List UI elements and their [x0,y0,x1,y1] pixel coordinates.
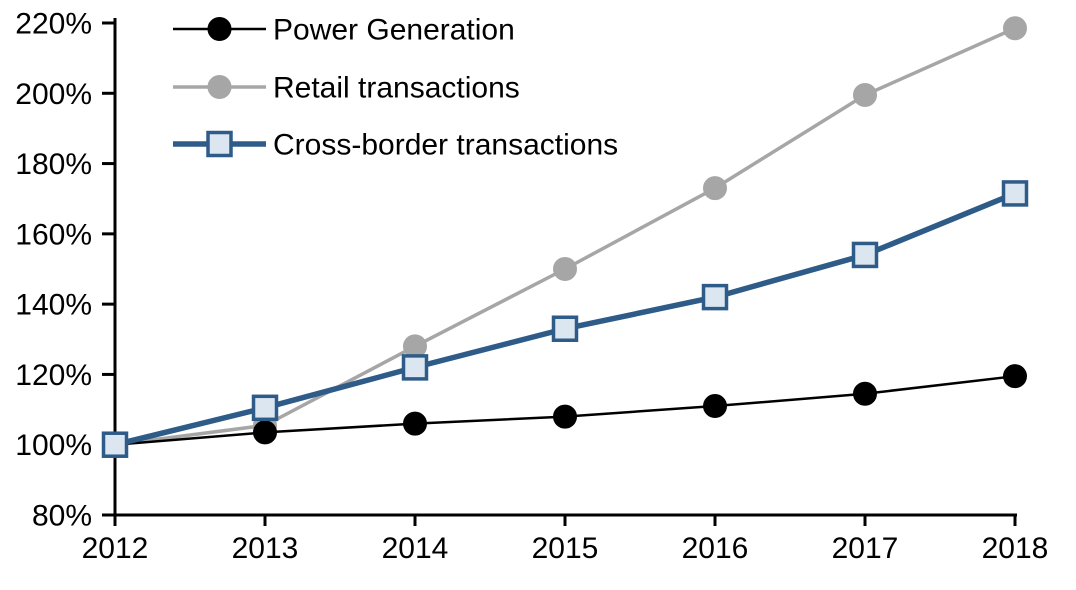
x-tick-label: 2017 [832,532,899,565]
power-generation-marker [253,420,277,445]
y-tick-label: 100% [15,429,92,462]
legend-item-retail-transactions: Retail transactions [173,72,520,105]
legend: Power Generation Retail transactions Cross… [173,14,618,162]
y-tick-label: 180% [15,148,92,181]
cross-border-transactions-marker [251,394,279,422]
y-tick-label: 160% [15,218,92,251]
power-generation-marker [553,404,577,429]
legend-item-cross-border-transactions: Cross-border transactions [173,129,618,162]
axes: 80% 100% 120% 140% 160% 180% 200% 220% 2012 2013 2… [15,8,1048,566]
cross-border-transactions-marker [401,354,429,381]
y-tick-label: 140% [15,289,92,322]
cross-border-transactions-marker [851,241,879,269]
power-generation-marker [703,394,727,419]
retail-transactions-marker [703,176,727,201]
x-tick-label: 2016 [682,532,749,565]
power-generation-marker [853,381,877,406]
x-tick-label: 2013 [232,532,299,565]
x-tick-label: 2014 [382,532,449,565]
retail-transactions-marker [1003,16,1027,41]
retail-transactions-line [114,26,1016,447]
legend-label-retail-transactions: Retail transactions [273,72,520,105]
retail-transactions-marker [207,75,232,99]
y-tick-label: 80% [32,500,92,533]
x-tick-label: 2012 [82,532,149,565]
cross-border-transactions-marker [101,431,129,458]
y-tick-label: 200% [15,78,92,111]
cross-border-transactions-marker [1001,180,1029,207]
retail-transactions-marker [853,83,877,108]
x-tick-label: 2018 [982,532,1049,565]
cross-border-transactions-marker [701,283,729,311]
y-tick-label: 120% [15,359,92,392]
power-generation-marker [1003,364,1027,389]
legend-item-power-generation: Power Generation [173,14,515,47]
power-generation-marker [403,411,427,436]
y-tick-label: 220% [15,8,92,41]
series-cross-border-transactions [101,180,1029,458]
legend-label-cross-border-transactions: Cross-border transactions [273,129,618,162]
x-tick-label: 2015 [532,532,599,565]
legend-label-power-generation: Power Generation [273,14,515,47]
series-power-generation [103,364,1027,457]
retail-transactions-marker [553,257,577,281]
power-generation-marker [207,17,232,41]
cross-border-transactions-marker [206,130,233,158]
cross-border-transactions-marker [551,315,579,342]
